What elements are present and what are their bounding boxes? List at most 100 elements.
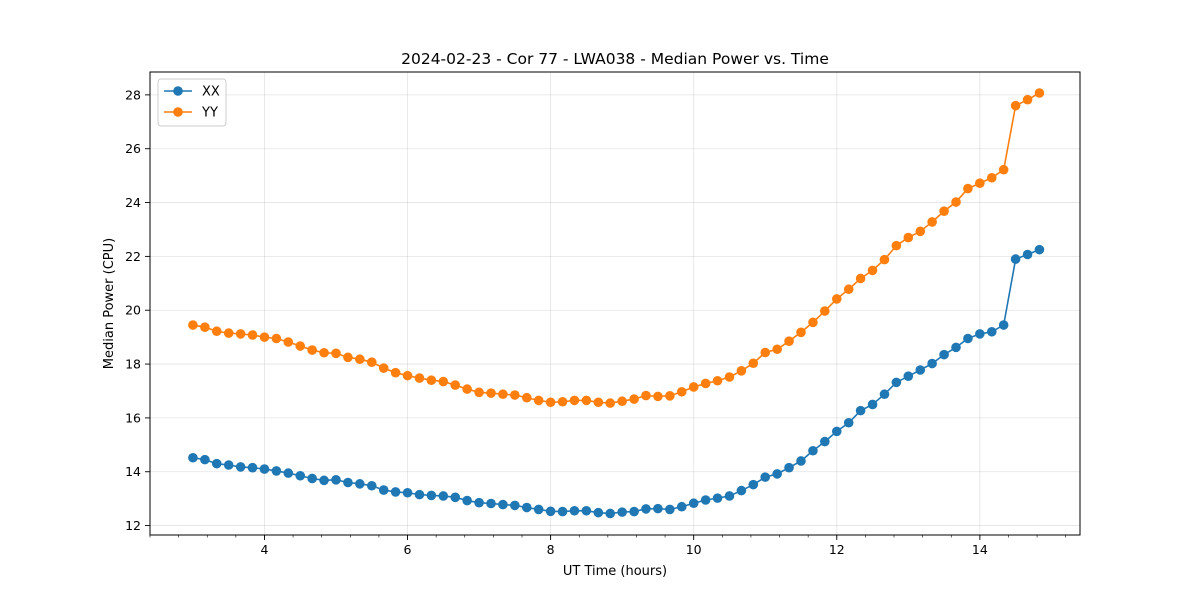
data-point-xx bbox=[450, 492, 461, 503]
data-point-xx bbox=[283, 468, 294, 478]
data-point-xx bbox=[438, 491, 449, 501]
x-tick-label: 10 bbox=[686, 542, 702, 557]
data-point-yy bbox=[259, 332, 270, 342]
data-point-yy bbox=[963, 183, 973, 194]
data-point-yy bbox=[605, 398, 616, 408]
data-point-yy bbox=[855, 273, 866, 284]
data-point-xx bbox=[1022, 249, 1033, 260]
data-point-xx bbox=[557, 506, 568, 517]
data-point-xx bbox=[355, 479, 365, 489]
data-point-xx bbox=[986, 326, 997, 337]
data-point-yy bbox=[891, 240, 902, 251]
data-point-xx bbox=[641, 504, 651, 514]
data-point-yy bbox=[808, 317, 818, 328]
data-point-yy bbox=[951, 197, 961, 207]
data-point-yy bbox=[223, 328, 234, 338]
data-point-yy bbox=[653, 391, 663, 402]
data-point-yy bbox=[820, 306, 830, 316]
data-point-xx bbox=[676, 501, 687, 512]
data-point-yy bbox=[521, 392, 532, 403]
y-tick-label: 24 bbox=[125, 195, 141, 210]
data-point-yy bbox=[271, 333, 282, 344]
data-point-yy bbox=[414, 373, 425, 383]
y-axis-label: Median Power (CPU) bbox=[102, 238, 117, 369]
data-point-yy bbox=[510, 390, 520, 400]
data-point-yy bbox=[295, 341, 306, 351]
data-point-yy bbox=[426, 375, 437, 386]
data-point-xx bbox=[378, 485, 389, 495]
data-point-yy bbox=[831, 294, 842, 304]
data-point-yy bbox=[736, 365, 747, 376]
data-point-xx bbox=[629, 506, 639, 517]
data-point-yy bbox=[450, 380, 461, 390]
grid bbox=[150, 72, 1080, 535]
data-point-xx bbox=[498, 499, 508, 510]
data-point-yy bbox=[462, 384, 472, 394]
data-point-xx bbox=[581, 505, 592, 516]
x-tick-label: 4 bbox=[260, 542, 268, 557]
x-tick-label: 12 bbox=[829, 542, 845, 557]
data-point-yy bbox=[188, 320, 198, 330]
data-point-xx bbox=[605, 508, 616, 519]
data-point-yy bbox=[1034, 88, 1045, 98]
data-point-yy bbox=[617, 396, 627, 407]
data-point-yy bbox=[641, 390, 651, 401]
data-point-yy bbox=[402, 370, 413, 381]
data-point-xx bbox=[855, 405, 866, 416]
x-axis-label: UT Time (hours) bbox=[563, 564, 667, 579]
x-tick-label: 6 bbox=[404, 542, 412, 557]
y-axis-ticks: 12 14 16 18 20 22 24 26 28 bbox=[125, 87, 150, 533]
data-point-xx bbox=[414, 489, 425, 500]
data-point-yy bbox=[1022, 94, 1033, 105]
series-layer bbox=[188, 88, 1045, 519]
data-point-xx bbox=[259, 464, 270, 474]
data-point-xx bbox=[951, 342, 961, 353]
chart-title: 2024-02-23 - Cor 77 - LWA038 - Median Po… bbox=[401, 50, 829, 68]
data-point-yy bbox=[712, 375, 723, 386]
data-point-xx bbox=[593, 507, 604, 518]
data-point-xx bbox=[665, 504, 675, 515]
data-point-yy bbox=[593, 397, 604, 408]
data-point-xx bbox=[223, 460, 234, 470]
data-point-yy bbox=[545, 397, 556, 408]
data-point-yy bbox=[629, 394, 639, 404]
data-point-xx bbox=[510, 500, 520, 511]
data-point-yy bbox=[986, 172, 997, 183]
data-point-yy bbox=[879, 254, 890, 265]
data-point-xx bbox=[271, 466, 282, 476]
data-point-yy bbox=[378, 363, 389, 373]
data-point-xx bbox=[521, 502, 532, 513]
data-point-xx bbox=[1010, 254, 1021, 264]
data-point-xx bbox=[879, 389, 890, 400]
data-point-xx bbox=[426, 490, 437, 501]
series-yy bbox=[188, 88, 1045, 408]
data-point-yy bbox=[211, 326, 222, 337]
data-point-yy bbox=[724, 372, 735, 382]
data-point-xx bbox=[331, 475, 341, 485]
data-point-yy bbox=[688, 382, 699, 392]
data-point-xx bbox=[295, 470, 306, 481]
data-point-xx bbox=[820, 436, 830, 447]
data-point-xx bbox=[569, 505, 580, 516]
data-point-yy bbox=[498, 389, 508, 400]
data-point-yy bbox=[355, 354, 365, 365]
data-point-yy bbox=[235, 329, 246, 339]
data-point-yy bbox=[557, 396, 568, 407]
data-point-xx bbox=[486, 498, 496, 509]
data-point-yy bbox=[927, 217, 937, 227]
data-point-xx bbox=[903, 371, 914, 381]
data-point-xx bbox=[307, 473, 317, 484]
data-point-xx bbox=[211, 458, 222, 469]
x-tick-label: 8 bbox=[547, 542, 555, 557]
legend: XX YY bbox=[157, 78, 227, 127]
data-point-xx bbox=[831, 426, 842, 437]
data-point-yy bbox=[319, 347, 329, 358]
data-point-xx bbox=[927, 358, 937, 369]
data-point-xx bbox=[998, 320, 1009, 330]
data-point-xx bbox=[688, 498, 699, 509]
data-point-yy bbox=[975, 178, 985, 188]
data-point-yy bbox=[474, 387, 484, 398]
data-point-xx bbox=[247, 462, 258, 473]
data-point-xx bbox=[700, 495, 711, 505]
